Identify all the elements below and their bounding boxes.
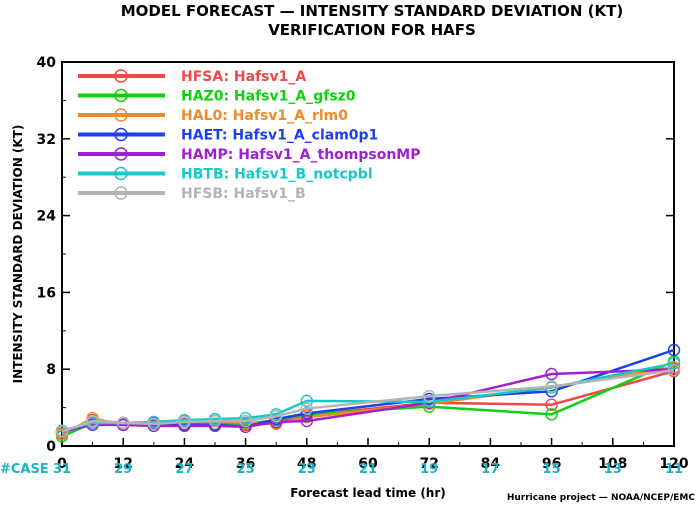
data-point bbox=[178, 415, 191, 429]
data-point bbox=[667, 343, 681, 357]
y-tick-label: 40 bbox=[37, 55, 57, 71]
x-tick-label: 72 bbox=[419, 456, 438, 472]
case-count: 15 bbox=[543, 462, 561, 477]
legend-item: HAET: Hafsv1_A_clam0p1 bbox=[78, 128, 378, 144]
data-point bbox=[116, 416, 130, 430]
data-point bbox=[545, 398, 558, 411]
data-point bbox=[300, 402, 313, 415]
legend-item: HAMP: Hafsv1_A_thompsonMP bbox=[78, 147, 421, 163]
data-point bbox=[55, 428, 69, 441]
y-axis-ticks: 0 8 16 24 32 40 bbox=[37, 55, 674, 455]
case-count: 29 bbox=[114, 462, 132, 477]
y-axis-label: INTENSITY STANDARD DEVIATION (KT) bbox=[11, 125, 25, 384]
legend-label: HAZ0: Hafsv1_A_gfsz0 bbox=[181, 89, 356, 105]
case-count: 19 bbox=[420, 462, 438, 477]
case-count: 21 bbox=[359, 462, 377, 477]
chart-title: MODEL FORECAST — INTENSITY STANDARD DEVI… bbox=[121, 2, 623, 20]
data-point bbox=[208, 414, 222, 428]
x-axis-label: Forecast lead time (hr) bbox=[290, 486, 446, 500]
data-point bbox=[667, 363, 681, 377]
data-point bbox=[86, 414, 99, 428]
series-group bbox=[55, 363, 681, 438]
legend-swatch-marker bbox=[114, 166, 128, 181]
x-tick-label: 108 bbox=[598, 456, 627, 472]
case-label: #CASE bbox=[0, 462, 49, 477]
legend-item: HBTB: Hafsv1_B_notcpbl bbox=[78, 167, 373, 183]
data-point bbox=[545, 408, 558, 421]
y-tick-label: 16 bbox=[37, 285, 56, 301]
legend-swatch-marker bbox=[114, 69, 128, 83]
data-point bbox=[300, 411, 313, 424]
series-lines bbox=[55, 343, 681, 443]
legend-item: HAZ0: Hafsv1_A_gfsz0 bbox=[78, 89, 356, 105]
legend-label: HFSA: Hafsv1_A bbox=[181, 69, 306, 85]
x-tick-label: 0 bbox=[57, 456, 67, 472]
case-count: 13 bbox=[604, 462, 622, 477]
legend-swatch-marker bbox=[114, 88, 128, 103]
x-tick-label: 60 bbox=[358, 456, 378, 472]
x-axis-ticks: 0 12 24 36 48 60 72 84 96 108 120 bbox=[57, 438, 689, 472]
data-point bbox=[300, 394, 313, 408]
case-count: 23 bbox=[298, 462, 316, 477]
data-point bbox=[423, 392, 436, 406]
y-tick-label: 8 bbox=[46, 362, 56, 378]
x-tick-label: 36 bbox=[236, 456, 255, 472]
y-tick-label: 24 bbox=[37, 209, 57, 225]
legend-swatch-marker bbox=[114, 127, 128, 142]
data-point bbox=[55, 425, 69, 438]
y-tick-label: 32 bbox=[37, 132, 56, 148]
series-line bbox=[61, 348, 675, 433]
plot-frame bbox=[61, 61, 675, 447]
data-point bbox=[423, 389, 436, 403]
y-tick-label: 0 bbox=[46, 439, 56, 455]
x-tick-label: 12 bbox=[113, 456, 132, 472]
data-point bbox=[545, 380, 558, 393]
case-count: 11 bbox=[665, 462, 683, 477]
x-tick-label: 120 bbox=[659, 456, 688, 472]
case-count: 31 bbox=[53, 462, 71, 477]
x-tick-label: 24 bbox=[175, 456, 195, 472]
x-tick-label: 48 bbox=[297, 456, 316, 472]
legend: HFSA: Hafsv1_A HAZ0: Hafsv1_A_gfsz0 HAL0: … bbox=[78, 69, 421, 202]
case-count: 27 bbox=[175, 462, 193, 477]
data-point bbox=[270, 410, 283, 423]
legend-item: HFSA: Hafsv1_A bbox=[78, 69, 306, 85]
legend-label: HAL0: Hafsv1_A_rlm0 bbox=[181, 108, 348, 124]
legend-item: HFSB: Hafsv1_B bbox=[78, 186, 306, 202]
legend-label: HBTB: Hafsv1_B_notcpbl bbox=[181, 167, 373, 183]
legend-label: HFSB: Hafsv1_B bbox=[181, 186, 306, 202]
legend-label: HAET: Hafsv1_A_clam0p1 bbox=[181, 128, 378, 144]
credit-text: Hurricane project — NOAA/NCEP/EMC bbox=[507, 493, 696, 503]
legend-label: HAMP: Hafsv1_A_thompsonMP bbox=[181, 147, 421, 163]
case-count: 17 bbox=[481, 462, 499, 477]
x-tick-label: 84 bbox=[481, 456, 501, 472]
case-count: 25 bbox=[237, 462, 255, 477]
data-point bbox=[667, 357, 681, 370]
chart-subtitle: VERIFICATION FOR HAFS bbox=[268, 21, 476, 39]
legend-swatch-marker bbox=[114, 186, 128, 200]
data-point bbox=[147, 417, 161, 431]
legend-swatch-marker bbox=[114, 108, 128, 122]
data-point bbox=[239, 414, 252, 428]
legend-item: HAL0: Hafsv1_A_rlm0 bbox=[78, 108, 348, 124]
data-point bbox=[300, 414, 313, 428]
data-point bbox=[239, 411, 252, 425]
x-tick-label: 96 bbox=[542, 456, 561, 472]
legend-swatch-marker bbox=[114, 147, 128, 161]
case-count-row: #CASE 31 29 27 25 23 21 19 17 15 13 11 bbox=[0, 462, 683, 477]
data-point bbox=[545, 367, 558, 381]
